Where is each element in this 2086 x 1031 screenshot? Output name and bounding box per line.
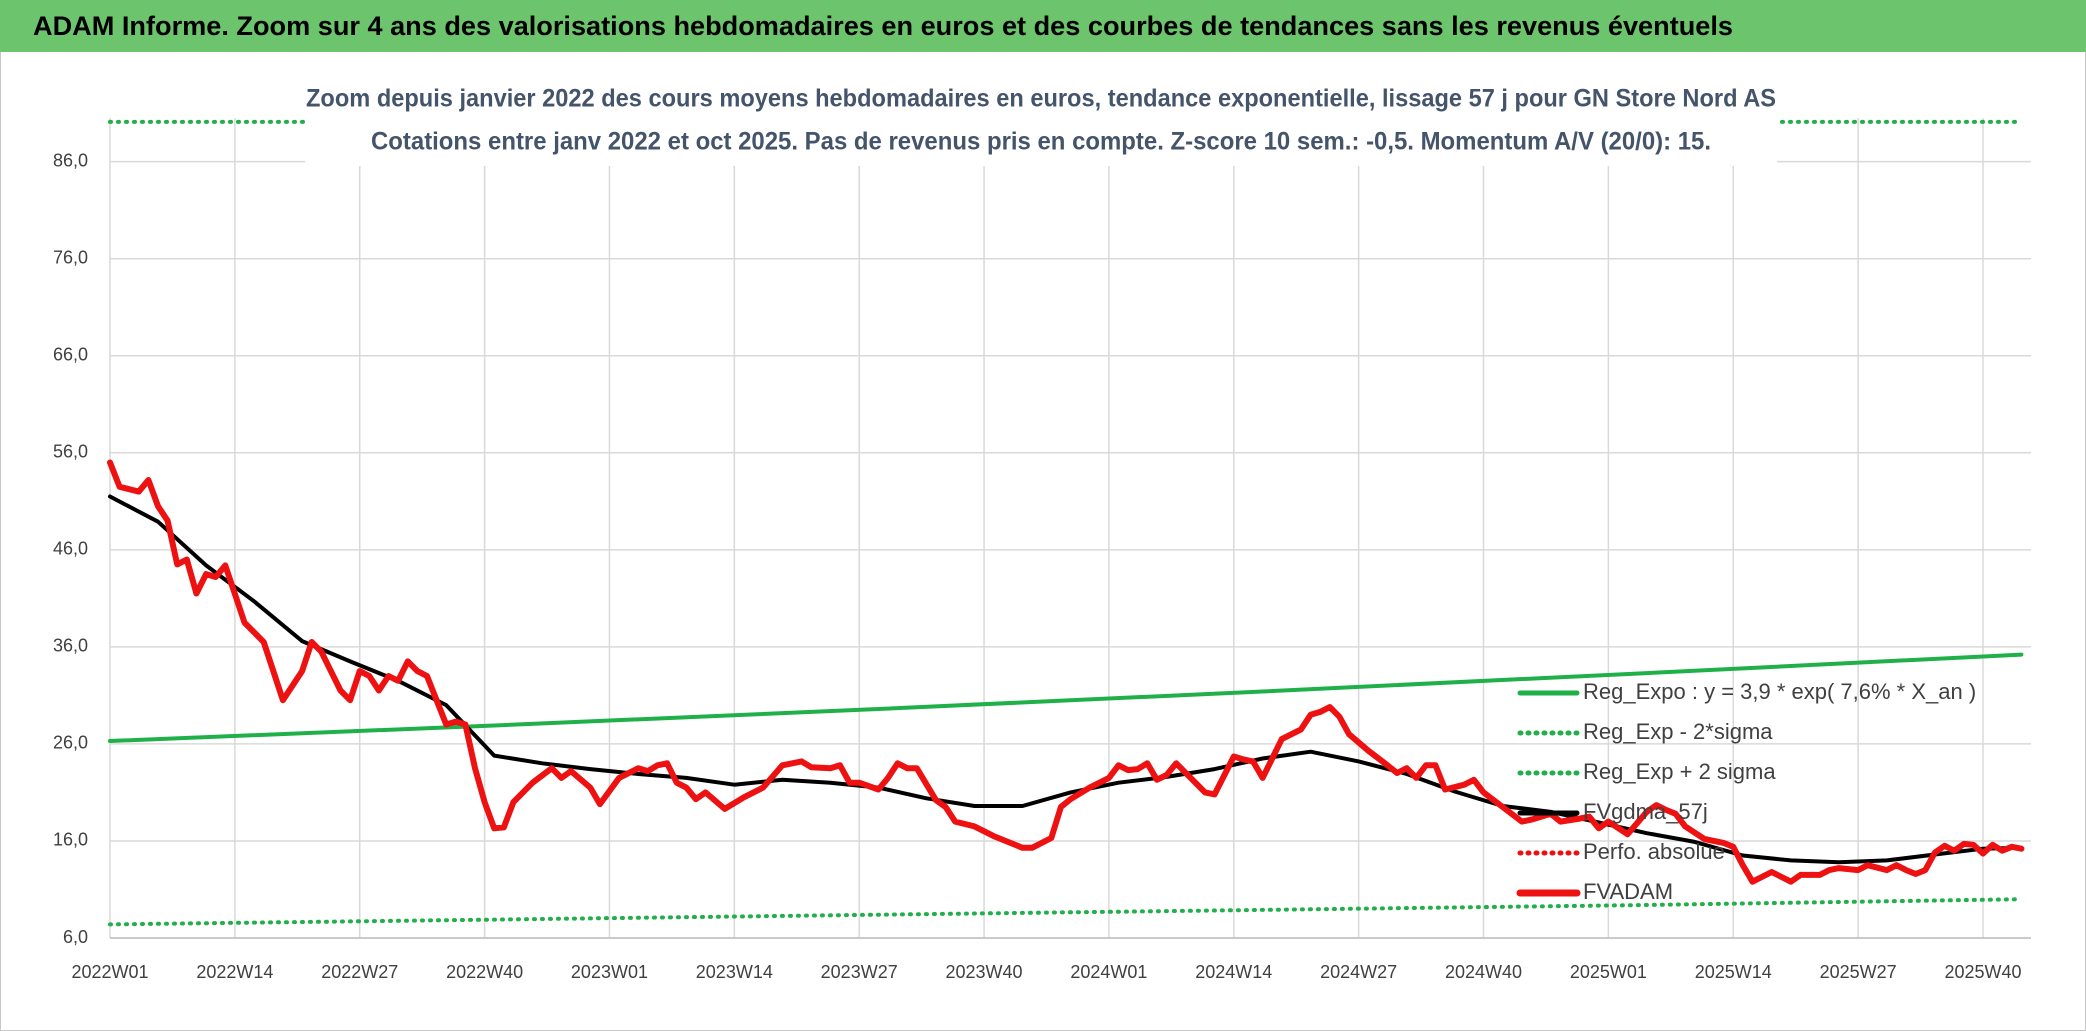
title-box	[305, 76, 1777, 166]
plot-area: 6,0 16,0 26,0 36,0 46,0 56,0 66,0 76,0 86,0 2022W…	[53, 118, 2031, 982]
legend-label: FVADAM	[1583, 879, 1673, 904]
x-tick-label: 2023W01	[571, 962, 648, 982]
x-tick-label: 2024W01	[1070, 962, 1147, 982]
y-tick-label: 86,0	[53, 150, 88, 170]
legend-label: Reg_Exp - 2*sigma	[1583, 719, 1773, 744]
header: ADAM Informe. Zoom sur 4 ans des valoris…	[33, 11, 1733, 41]
x-tick-label: 2025W14	[1695, 962, 1772, 982]
y-tick-label: 66,0	[53, 345, 88, 365]
x-tick-label: 2023W14	[696, 962, 773, 982]
legend-label: Reg_Expo : y = 3,9 * exp( 7,6% * X_an )	[1583, 679, 1976, 704]
series-line	[107, 459, 2025, 885]
x-tick-label: 2024W40	[1445, 962, 1522, 982]
chart-title: Zoom depuis janvier 2022 des cours moyen…	[306, 85, 1776, 113]
x-tick-label: 2022W14	[196, 962, 273, 982]
legend: Reg_Expo : y = 3,9 * exp( 7,6% * X_an ) R…	[1516, 679, 1976, 904]
y-tick-label: 6,0	[63, 927, 88, 947]
legend-label: Perfo. absolue	[1583, 839, 1725, 864]
legend-label: Reg_Exp + 2 sigma	[1583, 759, 1776, 784]
x-tick-label: 2025W01	[1570, 962, 1647, 982]
y-tick-label: 56,0	[53, 442, 88, 462]
series-line	[108, 652, 2024, 743]
y-tick-label: 46,0	[53, 539, 88, 559]
y-tick-label: 16,0	[53, 830, 88, 850]
x-tick-label: 2024W27	[1320, 962, 1397, 982]
y-tick-label: 36,0	[53, 636, 88, 656]
chart-subtitle: Cotations entre janv 2022 et oct 2025. P…	[371, 128, 1711, 156]
legend-label: FVgdma_57j	[1583, 799, 1708, 824]
y-tick-label: 26,0	[53, 733, 88, 753]
y-tick-label: 76,0	[53, 247, 88, 267]
x-tick-label: 2022W40	[446, 962, 523, 982]
x-tick-label: 2024W14	[1195, 962, 1272, 982]
x-tick-label: 2025W40	[1944, 962, 2021, 982]
header-bar	[0, 0, 2086, 52]
x-tick-label: 2025W27	[1820, 962, 1897, 982]
x-tick-label: 2022W01	[71, 962, 148, 982]
x-tick-label: 2023W27	[821, 962, 898, 982]
series-line	[108, 494, 2024, 865]
x-tick-label: 2023W40	[946, 962, 1023, 982]
series-line	[108, 897, 2024, 927]
x-tick-label: 2022W27	[321, 962, 398, 982]
